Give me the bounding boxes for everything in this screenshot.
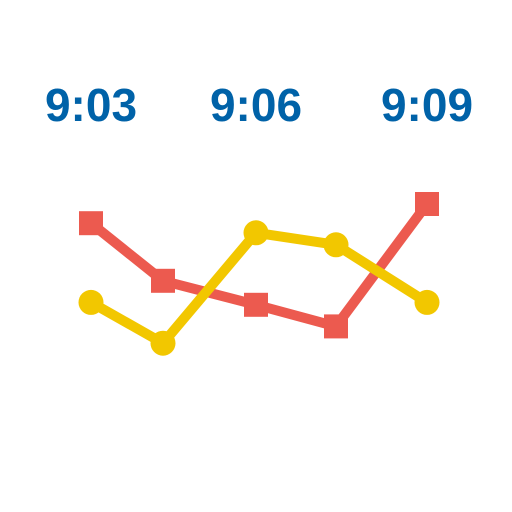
series-2-point-3	[243, 220, 269, 246]
tick-label-9-06: 9:06	[210, 79, 302, 131]
tick-label-9-03: 9:03	[45, 79, 137, 131]
series-2-point-5	[414, 289, 440, 315]
series-2-line	[86, 227, 432, 349]
series-2-point-1	[78, 289, 104, 315]
series-1-point-5	[415, 192, 439, 216]
tick-label-9-09: 9:09	[381, 79, 473, 131]
series-1-point-2	[151, 268, 175, 293]
series-1-point-3	[244, 292, 268, 317]
series-1-point-1	[79, 211, 103, 236]
series-layer	[78, 192, 440, 356]
series-2-point-4	[323, 232, 349, 258]
time-tick-labels: 9:03 9:06 9:09	[45, 79, 473, 131]
series-1-point-4	[324, 314, 348, 339]
series-2-point-2	[150, 330, 176, 356]
